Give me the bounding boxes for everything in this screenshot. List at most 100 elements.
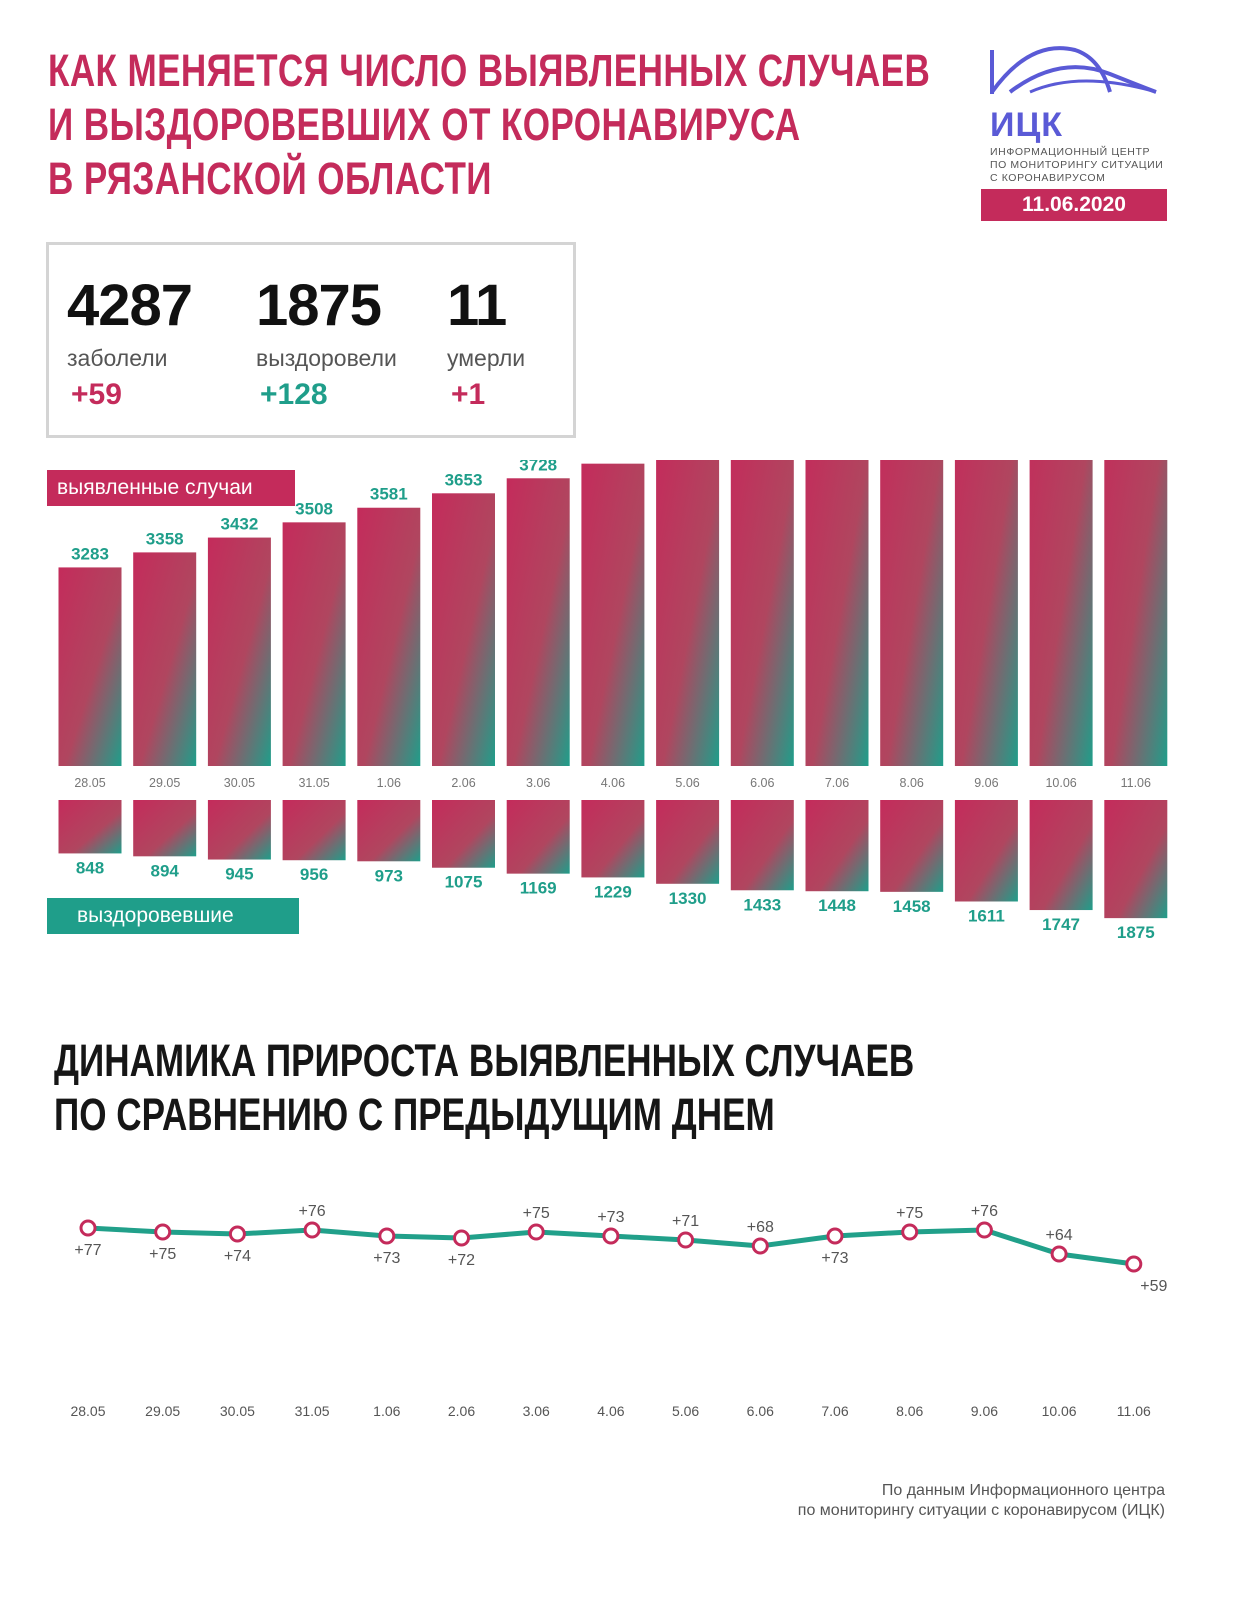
title-line: И ВЫЗДОРОВЕВШИХ ОТ КОРОНАВИРУСА: [48, 99, 801, 150]
summary-deaths: 11 умерли +1: [447, 275, 525, 412]
increase-point: [602, 1227, 620, 1245]
recovered-value-label: 1229: [594, 882, 632, 901]
date-tick-label: 31.05: [298, 776, 329, 790]
date-tick-label: 4.06: [601, 776, 625, 790]
legend-cases: выявленные случаи: [47, 470, 295, 506]
recovered-bar: [805, 800, 869, 892]
date-tick-label: 10.06: [1045, 776, 1076, 790]
recovered-bar: [506, 800, 570, 874]
cases-recovered-bar-chart: 3283 28.05 848 3358 29.05 894 3432 30.05 945 3508…: [58, 460, 1168, 942]
recovered-bar: [58, 800, 122, 854]
date-tick-label: 3.06: [526, 776, 550, 790]
summary-label: выздоровели: [256, 345, 397, 371]
recovered-bar: [581, 800, 645, 878]
increase-point: [527, 1223, 545, 1241]
title-line: КАК МЕНЯЕТСЯ ЧИСЛО ВЫЯВЛЕННЫХ СЛУЧАЕВ: [48, 45, 931, 96]
logo-sub-line: С КОРОНАВИРУСОМ: [990, 172, 1106, 184]
recovered-bar: [207, 800, 271, 860]
cases-value-label: 3432: [220, 515, 258, 534]
recovered-value-label: 1747: [1042, 915, 1080, 934]
increase-point: [154, 1223, 172, 1241]
cases-bar: [58, 567, 122, 766]
summary-value: 4287: [67, 273, 193, 338]
cases-bar: [1029, 460, 1093, 766]
increase-value-label: +73: [373, 1250, 400, 1267]
recovered-bar: [432, 800, 495, 868]
cases-bar: [656, 460, 720, 766]
increase-value-label: +68: [747, 1219, 774, 1236]
date-tick-label: 28.05: [70, 1403, 105, 1419]
date-tick-label: 7.06: [825, 776, 849, 790]
cases-bar: [581, 463, 645, 766]
summary-delta: +128: [260, 378, 328, 411]
increase-point: [228, 1225, 246, 1243]
summary-delta: +59: [71, 378, 122, 411]
recovered-value-label: 945: [225, 865, 253, 884]
increase-point: [378, 1227, 396, 1245]
date-tick-label: 5.06: [675, 776, 699, 790]
logo-sub-line: ИНФОРМАЦИОННЫЙ ЦЕНТР: [990, 146, 1151, 158]
increase-point: [1125, 1255, 1143, 1273]
logo-abbr: ИЦК: [990, 106, 1064, 144]
recovered-bar: [133, 800, 197, 857]
date-tick-label: 29.05: [149, 776, 180, 790]
recovered-value-label: 1448: [818, 896, 856, 915]
increase-value-label: +76: [299, 1203, 326, 1220]
date-badge: 11.06.2020: [981, 189, 1167, 221]
recovered-value-label: 1075: [445, 873, 483, 892]
increase-point: [751, 1237, 769, 1255]
date-tick-label: 2.06: [448, 1403, 475, 1419]
logo-sub-line: ПО МОНИТОРИНГУ СИТУАЦИИ: [990, 159, 1164, 171]
recovered-value-label: 1433: [743, 895, 781, 914]
legend-recovered: выздоровевшие: [47, 898, 299, 934]
recovered-bar: [656, 800, 720, 884]
cases-value-label: 3358: [146, 529, 184, 548]
summary-value: 1875: [256, 273, 382, 338]
date-tick-label: 1.06: [373, 1403, 400, 1419]
cases-bar: [282, 522, 346, 766]
date-tick-label: 11.06: [1121, 776, 1151, 790]
increase-point: [901, 1223, 919, 1241]
date-tick-label: 7.06: [821, 1403, 848, 1419]
date-tick-label: 8.06: [896, 1403, 923, 1419]
increase-value-label: +74: [224, 1248, 251, 1265]
recovered-value-label: 1458: [893, 897, 931, 916]
increase-value-label: +72: [448, 1252, 475, 1269]
increase-point: [303, 1221, 321, 1239]
increase-point: [453, 1229, 470, 1247]
page-title: КАК МЕНЯЕТСЯ ЧИСЛО ВЫЯВЛЕННЫХ СЛУЧАЕВ И …: [48, 44, 931, 206]
daily-increase-line-chart: +77 28.05 +75 29.05 +74 30.05 +76 31.05 +73 1.06 +…: [70, 1203, 1167, 1419]
cases-value-label: 3581: [370, 485, 408, 504]
cases-bar: [954, 460, 1018, 766]
logo: ИЦК ИНФОРМАЦИОННЫЙ ЦЕНТР ПО МОНИТОРИНГУ …: [990, 44, 1170, 224]
cases-bar: [506, 478, 570, 766]
cases-bar: [133, 552, 197, 766]
source-line: По данным Информационного центра: [881, 1482, 1165, 1499]
cases-bar: [1104, 460, 1168, 766]
increase-value-label: +71: [672, 1213, 699, 1230]
cases-bar: [730, 460, 794, 766]
date-tick-label: 30.05: [224, 776, 255, 790]
date-tick-label: 30.05: [220, 1403, 255, 1419]
summary-delta: +1: [451, 378, 486, 411]
recovered-value-label: 848: [76, 858, 104, 877]
cases-value-label: 3728: [519, 460, 557, 474]
date-tick-label: 6.06: [750, 776, 774, 790]
recovered-value-label: 894: [151, 861, 180, 880]
logo-mountain-icon: [990, 46, 1157, 94]
increase-value-label: +75: [896, 1205, 923, 1222]
increase-value-label: +75: [149, 1246, 176, 1263]
section-title: ДИНАМИКА ПРИРОСТА ВЫЯВЛЕННЫХ СЛУЧАЕВ ПО …: [54, 1034, 914, 1142]
date-tick-label: 6.06: [747, 1403, 774, 1419]
summary-recovered: 1875 выздоровели +128: [256, 275, 397, 412]
date-tick-label: 28.05: [74, 776, 105, 790]
recovered-bar: [1104, 800, 1168, 919]
increase-point: [826, 1227, 844, 1245]
source-line: по мониторингу ситуации с коронавирусом …: [797, 1502, 1165, 1519]
cases-bar: [805, 460, 869, 766]
increase-value-label: +77: [74, 1242, 101, 1259]
section-title-line: ПО СРАВНЕНИЮ С ПРЕДЫДУЩИМ ДНЕМ: [54, 1089, 775, 1140]
logo-subtitle: ИНФОРМАЦИОННЫЙ ЦЕНТР ПО МОНИТОРИНГУ СИТУ…: [990, 146, 1180, 185]
increase-point: [79, 1219, 97, 1237]
recovered-value-label: 1875: [1117, 923, 1155, 942]
